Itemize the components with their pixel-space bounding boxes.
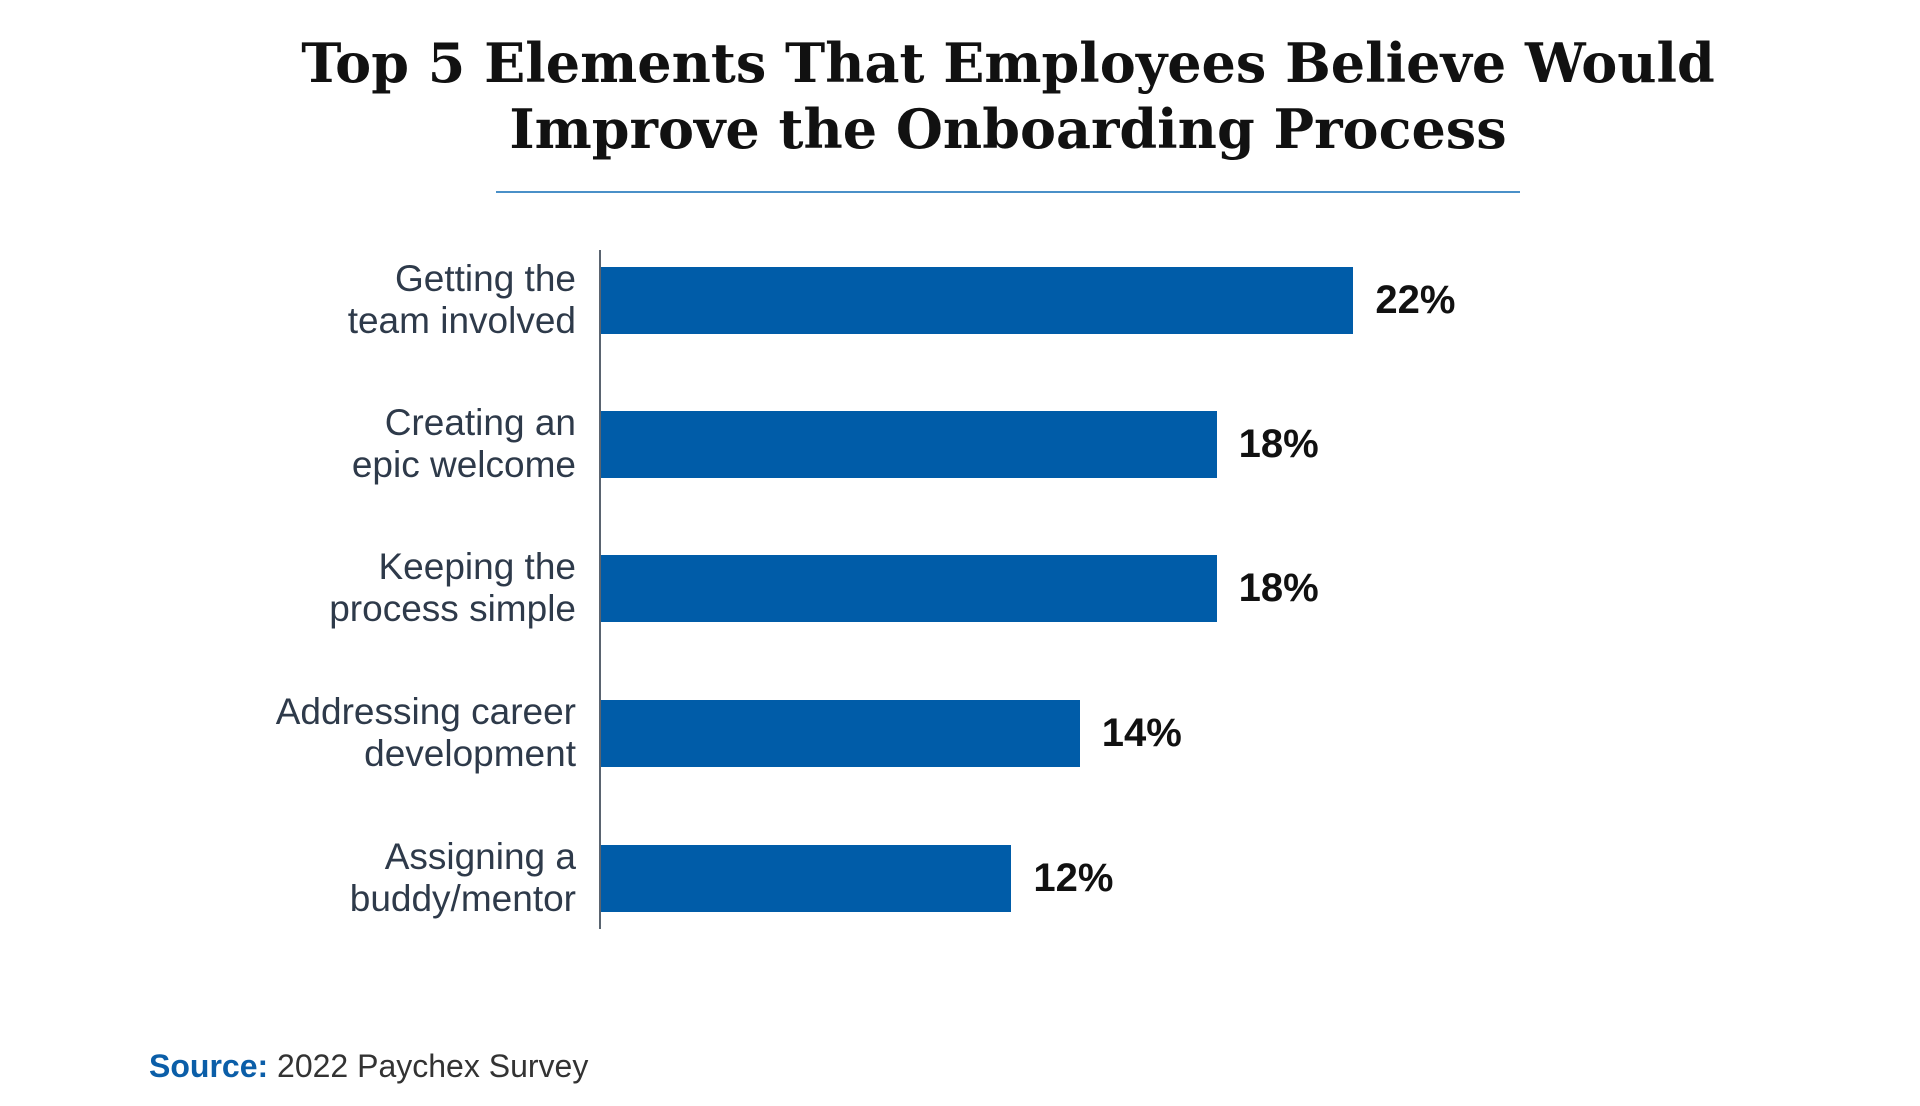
category-label-line: Keeping the bbox=[378, 546, 576, 587]
source-label: Source: bbox=[149, 1048, 269, 1084]
value-label: 14% bbox=[1101, 711, 1182, 755]
value-label: 18% bbox=[1238, 422, 1319, 466]
source-note: Source: 2022 Paychex Survey bbox=[149, 1048, 588, 1085]
category-label: Addressing career development bbox=[276, 691, 576, 775]
source-text: 2022 Paychex Survey bbox=[277, 1048, 589, 1084]
bar bbox=[601, 267, 1354, 334]
chart-title-line-2: Improve the Onboarding Process bbox=[509, 97, 1507, 161]
category-label: Keeping the process simple bbox=[329, 546, 576, 630]
title-divider bbox=[496, 191, 1520, 193]
bar bbox=[601, 700, 1080, 767]
value-label: 22% bbox=[1375, 278, 1456, 322]
chart-title: Top 5 Elements That Employees Believe Wo… bbox=[0, 30, 1920, 162]
value-label: 12% bbox=[1033, 856, 1114, 900]
value-label: 18% bbox=[1238, 566, 1319, 610]
category-label-line: Creating an bbox=[384, 402, 576, 443]
bar bbox=[601, 411, 1217, 478]
category-label-line: Addressing career bbox=[275, 691, 576, 732]
category-label-line: Getting the bbox=[394, 258, 576, 299]
category-label-line: team involved bbox=[347, 300, 576, 341]
category-label-line: process simple bbox=[329, 588, 576, 629]
bar bbox=[601, 555, 1217, 622]
bar bbox=[601, 845, 1012, 912]
category-label-line: buddy/mentor bbox=[349, 878, 576, 919]
category-label-line: epic welcome bbox=[351, 444, 576, 485]
category-label: Assigning a buddy/mentor bbox=[350, 836, 576, 920]
y-axis-line bbox=[599, 250, 601, 929]
category-label-line: Assigning a bbox=[384, 836, 576, 877]
category-label: Creating an epic welcome bbox=[352, 402, 576, 486]
category-label-line: development bbox=[364, 733, 576, 774]
chart-title-line-1: Top 5 Elements That Employees Believe Wo… bbox=[301, 31, 1715, 95]
category-label: Getting the team involved bbox=[348, 258, 576, 342]
